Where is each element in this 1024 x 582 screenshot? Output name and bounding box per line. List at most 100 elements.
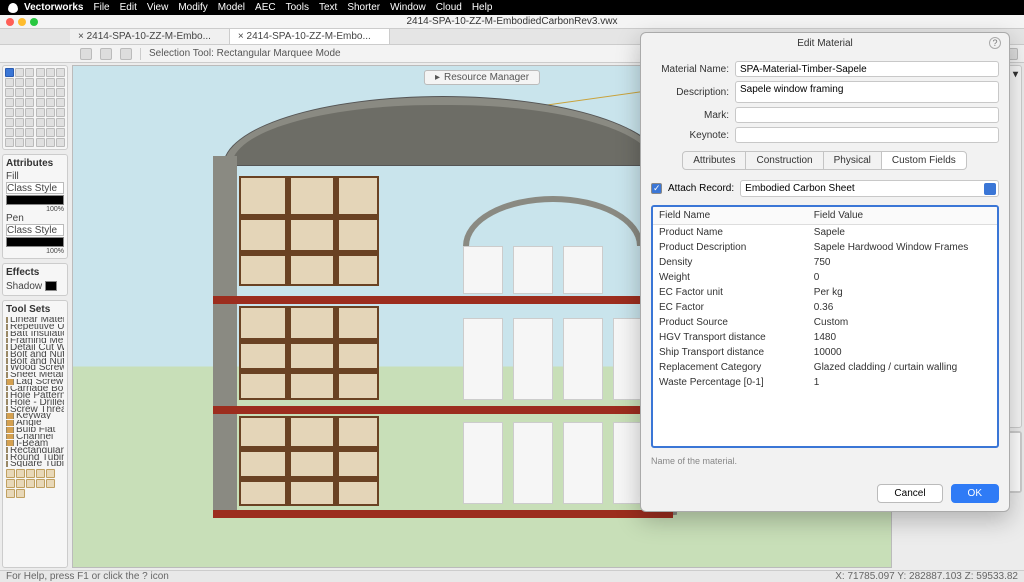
table-row[interactable]: Product SourceCustom bbox=[653, 315, 997, 330]
toolset-item[interactable]: Angle bbox=[6, 420, 64, 426]
mac-menubar: Vectorworks File Edit View Modify Model … bbox=[0, 0, 1024, 15]
tab-doc-2[interactable]: × 2414-SPA-10-ZZ-M-Embo... bbox=[230, 29, 390, 44]
building-model bbox=[183, 96, 703, 526]
ok-button[interactable]: OK bbox=[951, 484, 999, 503]
fill-swatch[interactable] bbox=[6, 195, 64, 205]
keynote-input[interactable] bbox=[735, 127, 999, 143]
document-filename: 2414-SPA-10-ZZ-M-EmbodiedCarbonRev3.vwx bbox=[406, 16, 617, 27]
tab-doc-1[interactable]: × 2414-SPA-10-ZZ-M-Embo... bbox=[70, 29, 230, 44]
material-name-label: Material Name: bbox=[651, 64, 729, 75]
th-field-name: Field Name bbox=[653, 207, 808, 225]
menu-window[interactable]: Window bbox=[390, 2, 426, 13]
toolset-item[interactable]: Batt Insulation bbox=[6, 331, 64, 337]
attributes-panel: Attributes Fill Class Style 100% Pen Cla… bbox=[2, 154, 68, 259]
table-row[interactable]: Product NameSapele bbox=[653, 225, 997, 241]
mark-input[interactable] bbox=[735, 107, 999, 123]
attributes-title: Attributes bbox=[6, 158, 53, 169]
attach-record-select[interactable]: Embodied Carbon Sheet bbox=[740, 180, 999, 197]
pen-style-select[interactable]: Class Style bbox=[6, 224, 64, 236]
toolset-item[interactable]: Keyway bbox=[6, 413, 64, 419]
dialog-tabs: Attributes Construction Physical Custom … bbox=[651, 151, 999, 170]
pen-swatch[interactable] bbox=[6, 237, 64, 247]
menu-text[interactable]: Text bbox=[319, 2, 337, 13]
pen-opacity: 100% bbox=[6, 248, 64, 255]
toolset-chips[interactable] bbox=[6, 469, 64, 498]
toolset-item[interactable]: Repetitive Unit bbox=[6, 324, 64, 330]
menu-edit[interactable]: Edit bbox=[120, 2, 137, 13]
menu-view[interactable]: View bbox=[147, 2, 169, 13]
toolsets-title: Tool Sets bbox=[6, 304, 50, 315]
record-fields-table[interactable]: Field Name Field Value Product NameSapel… bbox=[651, 205, 999, 448]
toolset-item[interactable]: Framing Member bbox=[6, 338, 64, 344]
tab-custom-fields[interactable]: Custom Fields bbox=[881, 151, 967, 170]
toolset-item[interactable]: Round Tubing bbox=[6, 454, 64, 460]
toolset-item[interactable]: Linear Material bbox=[6, 317, 64, 323]
menu-model[interactable]: Model bbox=[218, 2, 245, 13]
tab-attributes[interactable]: Attributes bbox=[682, 151, 746, 170]
toolset-item[interactable]: Wood Screw bbox=[6, 365, 64, 371]
table-row[interactable]: HGV Transport distance1480 bbox=[653, 330, 997, 345]
apple-icon[interactable] bbox=[8, 3, 18, 13]
tool-mode-icon[interactable] bbox=[80, 48, 92, 60]
description-input[interactable]: Sapele window framing bbox=[735, 81, 999, 103]
toolset-item[interactable]: Bolt and Nut - mm bbox=[6, 351, 64, 357]
toolset-item[interactable]: Hole Pattern bbox=[6, 392, 64, 398]
table-row[interactable]: Weight0 bbox=[653, 270, 997, 285]
menu-modify[interactable]: Modify bbox=[178, 2, 207, 13]
shadow-swatch[interactable] bbox=[45, 281, 57, 291]
toolset-item[interactable]: Square Tubing bbox=[6, 461, 64, 467]
table-row[interactable]: Waste Percentage [0-1]1 bbox=[653, 375, 997, 390]
basic-tool-palette[interactable] bbox=[2, 65, 68, 150]
menu-aec[interactable]: AEC bbox=[255, 2, 276, 13]
status-bar: For Help, press F1 or click the ? icon X… bbox=[0, 570, 1024, 582]
menu-cloud[interactable]: Cloud bbox=[436, 2, 462, 13]
menu-help[interactable]: Help bbox=[472, 2, 493, 13]
traffic-lights[interactable] bbox=[6, 18, 38, 26]
dialog-title: Edit Material bbox=[797, 38, 853, 49]
shadow-label: Shadow bbox=[6, 281, 42, 292]
toolset-item[interactable]: Sheet Metal Screw bbox=[6, 372, 64, 378]
material-name-input[interactable] bbox=[735, 61, 999, 77]
help-icon[interactable]: ? bbox=[989, 37, 1001, 49]
toolsets-panel: Tool Sets Linear MaterialRepetitive Unit… bbox=[2, 300, 68, 568]
tool-mode-icon[interactable] bbox=[100, 48, 112, 60]
toolset-item[interactable]: Detail Cut Wood bbox=[6, 344, 64, 350]
resource-manager-pill[interactable]: ▸Resource Manager bbox=[424, 70, 540, 85]
table-row[interactable]: EC Factor0.36 bbox=[653, 300, 997, 315]
tab-construction[interactable]: Construction bbox=[745, 151, 823, 170]
effects-panel: Effects Shadow bbox=[2, 263, 68, 296]
table-row[interactable]: Product DescriptionSapele Hardwood Windo… bbox=[653, 240, 997, 255]
dialog-titlebar[interactable]: Edit Material ? bbox=[641, 33, 1009, 53]
edit-material-dialog: Edit Material ? Material Name: Descripti… bbox=[640, 32, 1010, 512]
status-coords: X: 71785.097 Y: 282887.103 Z: 59533.82 bbox=[835, 571, 1018, 582]
status-help: For Help, press F1 or click the ? icon bbox=[6, 571, 169, 582]
toolset-item[interactable]: Bulb Flat bbox=[6, 427, 64, 433]
toolset-item[interactable]: Channel bbox=[6, 434, 64, 440]
fill-style-select[interactable]: Class Style bbox=[6, 182, 64, 194]
menu-tools[interactable]: Tools bbox=[286, 2, 309, 13]
toolset-item[interactable]: Rectangular Tubing bbox=[6, 447, 64, 453]
toolset-item[interactable]: Screw Threads bbox=[6, 406, 64, 412]
tool-mode-icon[interactable] bbox=[120, 48, 132, 60]
toolset-item[interactable]: Bolt and Nut - inch bbox=[6, 358, 64, 364]
table-row[interactable]: EC Factor unitPer kg bbox=[653, 285, 997, 300]
cancel-button[interactable]: Cancel bbox=[877, 484, 942, 503]
th-field-value: Field Value bbox=[808, 207, 997, 225]
toolset-item[interactable]: Lag Screw bbox=[6, 379, 64, 385]
toolset-list[interactable]: Linear MaterialRepetitive UnitBatt Insul… bbox=[6, 317, 64, 467]
toolset-item[interactable]: Carriage Bolt bbox=[6, 386, 64, 392]
table-row[interactable]: Replacement CategoryGlazed cladding / cu… bbox=[653, 360, 997, 375]
table-row[interactable]: Ship Transport distance10000 bbox=[653, 345, 997, 360]
toolset-item[interactable]: Hole - Drilled bbox=[6, 399, 64, 405]
tab-physical[interactable]: Physical bbox=[823, 151, 882, 170]
fill-opacity: 100% bbox=[6, 206, 64, 213]
table-row[interactable]: Density750 bbox=[653, 255, 997, 270]
app-name[interactable]: Vectorworks bbox=[24, 2, 83, 13]
field-hint: Name of the material. bbox=[651, 456, 999, 466]
tool-mode-label: Selection Tool: Rectangular Marquee Mode bbox=[149, 48, 341, 59]
menu-shorter[interactable]: Shorter bbox=[347, 2, 380, 13]
fill-label: Fill bbox=[6, 171, 64, 182]
toolset-item[interactable]: I-Beam bbox=[6, 440, 64, 446]
attach-record-checkbox[interactable] bbox=[651, 183, 662, 194]
menu-file[interactable]: File bbox=[93, 2, 109, 13]
